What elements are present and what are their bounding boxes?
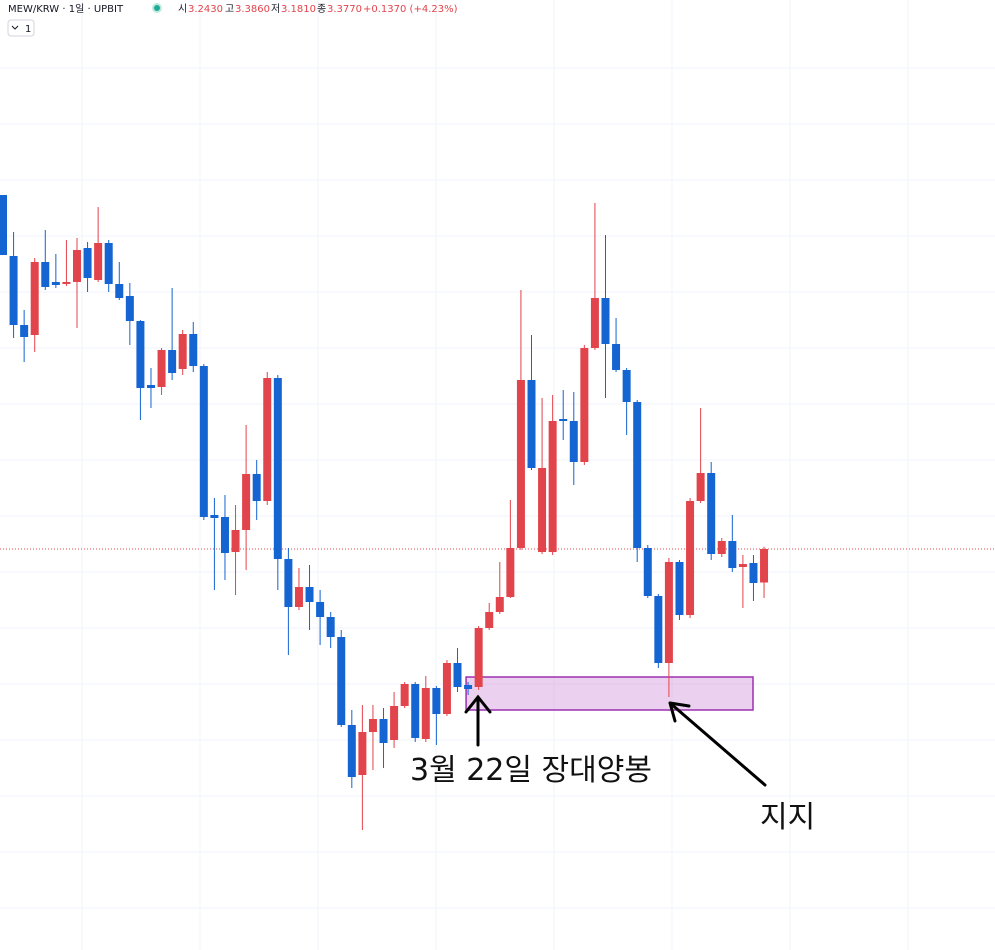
change: +0.1370 (+4.23%) (363, 4, 458, 15)
candle-body (284, 559, 293, 607)
candle-body (728, 541, 737, 568)
candle-body (189, 334, 198, 366)
arrow-up (464, 694, 492, 747)
candle-body (178, 334, 187, 369)
candle-body (464, 685, 473, 689)
candle-body (538, 468, 547, 552)
candle-body (263, 378, 272, 501)
candle-body (358, 732, 367, 775)
candle-body (242, 474, 251, 530)
candle-body (41, 262, 50, 287)
close-value: 3.3770 (327, 4, 362, 15)
candle-body (432, 688, 441, 714)
candle-body (30, 262, 39, 335)
collapse-button[interactable] (7, 19, 35, 37)
candle-body (104, 243, 113, 284)
candle-body (168, 350, 177, 373)
candle-body (337, 637, 346, 725)
candle-body (506, 548, 515, 597)
header: MEW/KRW · 1일 · UPBIT 시 3.2430 고 3.3860 저… (7, 3, 458, 37)
candle-body (115, 284, 124, 298)
symbol: MEW/KRW · 1일 · UPBIT (8, 3, 124, 15)
candle-body (390, 706, 399, 740)
annotation: 지지 (760, 800, 815, 835)
candle-body (580, 348, 589, 462)
low-value: 3.1810 (281, 4, 316, 15)
candle-body (210, 515, 219, 518)
candle-body (474, 628, 483, 687)
candle-body (495, 597, 504, 612)
candle-body (94, 243, 103, 280)
candle-body (559, 419, 568, 421)
candle-body (62, 282, 71, 284)
status-dot (154, 5, 160, 11)
candle-body (146, 385, 155, 388)
candle-body (516, 380, 525, 548)
open-value: 3.2430 (188, 4, 223, 15)
candle-body (738, 564, 747, 567)
candle-body (686, 501, 695, 615)
candle-body (199, 366, 208, 517)
plot (0, 195, 995, 830)
button-label: 1 (25, 24, 31, 35)
candle-body (305, 587, 314, 602)
candle-body (654, 596, 663, 663)
candle-body (707, 473, 716, 554)
candle-body (136, 321, 145, 388)
candle-body (231, 530, 240, 552)
candle-body (411, 684, 420, 738)
candle-body (9, 256, 18, 325)
low-label: 저 (271, 3, 280, 15)
candle-body (125, 296, 134, 321)
candle-body (675, 562, 684, 615)
candle-body (717, 541, 726, 554)
candle-body (294, 587, 303, 607)
candle-body (633, 402, 642, 548)
candle-body (485, 612, 494, 628)
candle-body (400, 684, 409, 706)
candle-body (453, 663, 462, 687)
candle-body (0, 195, 7, 255)
candle-body (326, 617, 335, 637)
candle-body (569, 421, 578, 462)
candle-body (548, 421, 557, 552)
high-value: 3.3860 (235, 4, 270, 15)
support-zone (465, 676, 754, 711)
candle-body (664, 562, 673, 663)
candle-body (273, 378, 282, 559)
close-label: 종 (317, 3, 326, 15)
annotation: 3월 22일 장대양봉 (410, 753, 652, 788)
candle-body (760, 549, 769, 583)
high-label: 고 (225, 4, 234, 15)
candle-body (157, 350, 166, 387)
candle-body (20, 325, 29, 337)
candle-body (527, 380, 536, 468)
candle-body (601, 298, 610, 344)
candle-body (612, 344, 621, 370)
chevron-icon (11, 25, 19, 30)
candle-body (252, 474, 261, 501)
candle-body (590, 298, 599, 348)
annotations: 3월 22일 장대양봉 지지 (410, 694, 815, 835)
candle-body (622, 370, 631, 402)
candle-body (696, 473, 705, 501)
candle-body (643, 548, 652, 596)
candle-body (379, 719, 388, 743)
candle-body (83, 248, 92, 278)
candle-body (72, 250, 81, 282)
candle-body (421, 688, 430, 739)
candle-body (442, 663, 451, 714)
candle-body (51, 282, 60, 285)
open-label: 시 (178, 3, 187, 15)
candle-body (316, 602, 325, 617)
candle-body (347, 725, 356, 777)
candle-body (220, 517, 229, 553)
candle-body (368, 719, 377, 732)
arrow-support (668, 701, 767, 787)
candle-body (749, 563, 758, 583)
